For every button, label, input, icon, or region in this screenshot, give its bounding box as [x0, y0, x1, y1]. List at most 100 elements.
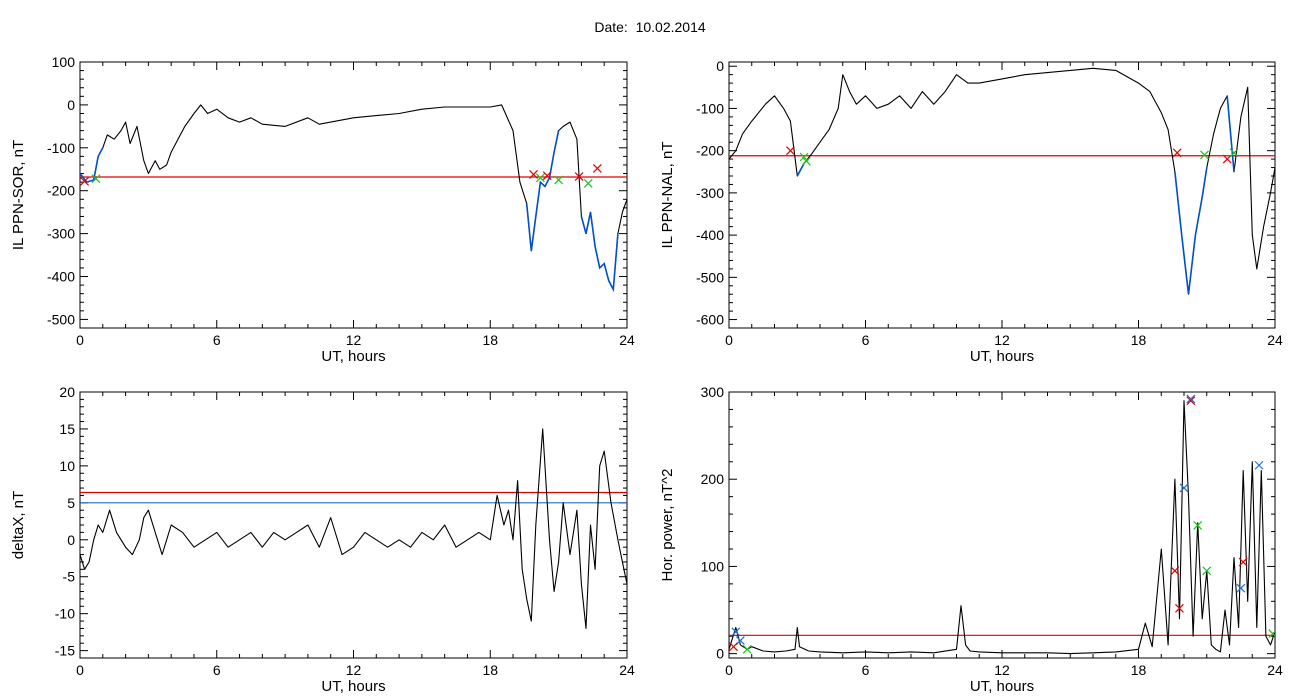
y-axis-label: IL PPN-NAL, nT	[659, 142, 676, 249]
x-tick-label: 0	[725, 332, 733, 348]
data-layer	[729, 67, 1275, 295]
series-line	[80, 104, 627, 290]
y-tick-label: 0	[67, 97, 75, 113]
y-tick-label: -300	[47, 226, 75, 242]
data-layer	[80, 104, 627, 293]
plot-panel-1: 0 6 12 18 24 -500 -400 -300 -200 -100 0 100 UT, hour…	[10, 54, 635, 365]
y-tick-label: 20	[59, 384, 75, 400]
cross-marker	[1229, 148, 1239, 158]
cross-marker	[91, 174, 101, 184]
highlight-segment	[580, 212, 619, 293]
y-tick-label: 200	[701, 471, 725, 487]
y-tick-label: 100	[701, 558, 725, 574]
y-tick-label: -15	[55, 643, 75, 659]
cross-marker	[1179, 483, 1189, 493]
x-tick-label: 18	[482, 662, 498, 678]
highlight-segment	[1226, 95, 1235, 172]
x-axis-label: UT, hours	[321, 678, 385, 695]
series-line	[729, 400, 1275, 655]
x-tick-label: 24	[1267, 332, 1283, 348]
y-tick-label: 0	[716, 58, 724, 74]
x-axis-label: UT, hours	[970, 348, 1034, 365]
x-axis-label: UT, hours	[321, 348, 385, 365]
y-tick-label: 100	[52, 54, 76, 70]
x-tick-label: 12	[994, 332, 1010, 348]
plot-panel-3: 0 6 12 18 24 -15 -10 -5 0 5 10 15 20 UT, hours deltaX,…	[10, 384, 635, 695]
x-tick-label: 6	[862, 332, 870, 348]
y-tick-label: -5	[63, 569, 76, 585]
figure-title: Date: 10.02.2014	[594, 19, 706, 35]
y-tick-label: -500	[47, 311, 75, 327]
x-tick-label: 6	[213, 662, 221, 678]
x-tick-label: 24	[619, 332, 635, 348]
x-tick-label: 6	[213, 332, 221, 348]
y-axis-label: deltaX, nT	[10, 491, 27, 559]
plot-panel-2: 0 6 12 18 24 -600 -500 -400 -300 -200 -100 0 UT, hou…	[659, 58, 1283, 365]
plot-frame	[79, 391, 628, 659]
y-tick-label: -200	[696, 143, 724, 159]
x-tick-label: 6	[862, 662, 870, 678]
cross-marker	[1236, 583, 1246, 593]
cross-marker	[742, 644, 752, 654]
y-tick-label: 300	[701, 384, 725, 400]
cross-marker	[1193, 521, 1203, 530]
cross-marker	[1238, 557, 1248, 567]
x-tick-label: 0	[76, 332, 84, 348]
cross-marker	[729, 642, 738, 652]
cross-marker	[731, 627, 741, 637]
y-tick-label: 15	[59, 421, 75, 437]
y-tick-label: 5	[67, 495, 75, 511]
y-axis-label: Hor. power, nT^2	[659, 469, 676, 582]
y-tick-label: 0	[67, 532, 75, 548]
data-layer	[80, 428, 627, 629]
highlight-segment	[1174, 167, 1208, 295]
y-tick-label: -600	[696, 312, 724, 328]
cross-marker	[1200, 150, 1209, 160]
y-tick-label: -500	[696, 269, 724, 285]
cross-marker	[1254, 460, 1264, 470]
y-tick-label: 0	[716, 646, 724, 662]
cross-marker	[574, 172, 584, 181]
cross-marker	[1170, 566, 1180, 576]
plot-frame	[79, 61, 628, 329]
x-tick-label: 18	[1131, 662, 1147, 678]
cross-marker	[542, 171, 552, 181]
plot-frame	[728, 61, 1276, 329]
cross-marker	[1268, 629, 1275, 639]
plot-panel-4: 0 6 12 18 24 0 100 200 300 UT, hours Hor. power, n…	[659, 384, 1283, 695]
highlight-segment	[525, 130, 560, 251]
series-line	[80, 428, 627, 629]
cross-marker	[535, 173, 545, 183]
cross-marker	[1186, 394, 1196, 404]
cross-marker	[1186, 396, 1196, 406]
cross-marker	[554, 175, 564, 185]
cross-marker	[786, 146, 795, 156]
y-tick-label: -100	[47, 140, 75, 156]
x-tick-label: 12	[346, 332, 362, 348]
plot-frame	[728, 391, 1276, 659]
y-tick-label: -100	[696, 100, 724, 116]
x-tick-label: 24	[1267, 662, 1283, 678]
cross-marker	[1175, 603, 1184, 613]
x-tick-label: 0	[725, 662, 733, 678]
y-tick-label: -400	[47, 269, 75, 285]
cross-marker	[1202, 566, 1212, 576]
cross-marker	[80, 176, 89, 186]
y-axis-label: IL PPN-SOR, nT	[10, 140, 27, 250]
cross-marker	[583, 178, 593, 188]
x-tick-label: 18	[1131, 332, 1147, 348]
y-tick-label: -200	[47, 183, 75, 199]
x-axis-label: UT, hours	[970, 678, 1034, 695]
x-tick-label: 18	[482, 332, 498, 348]
x-tick-label: 24	[619, 662, 635, 678]
cross-marker	[801, 156, 811, 166]
cross-marker	[799, 152, 809, 162]
y-tick-label: -10	[55, 606, 75, 622]
cross-marker	[1172, 148, 1182, 158]
x-tick-label: 0	[76, 662, 84, 678]
y-tick-label: 10	[59, 458, 75, 474]
x-tick-label: 12	[346, 662, 362, 678]
cross-marker	[529, 169, 538, 179]
highlight-segment	[80, 147, 104, 184]
